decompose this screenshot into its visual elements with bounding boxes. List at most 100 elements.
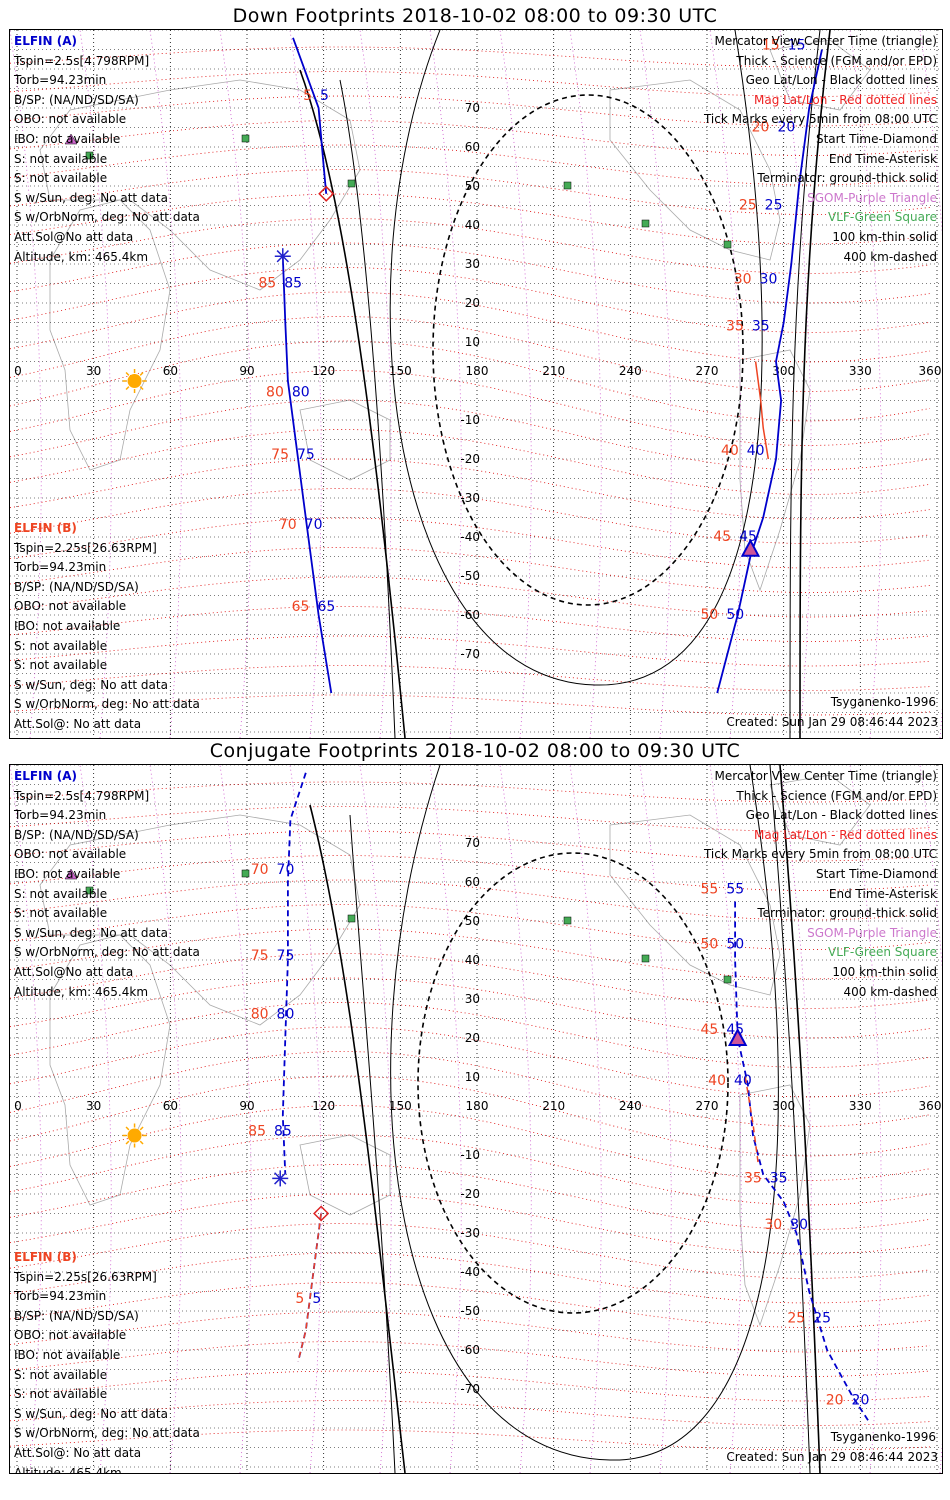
mag-lat-line <box>10 1400 931 1426</box>
coastline <box>739 349 811 592</box>
mag-lon-line <box>569 765 602 1473</box>
lon-tick-label: 300 <box>772 364 795 378</box>
lon-tick-label: 0 <box>14 364 22 378</box>
legend-entry: Tick Marks every 5min from 08:00 UTC <box>703 847 937 862</box>
elfin-a-time-label: 15 <box>788 38 806 54</box>
lon-tick-label: 60 <box>163 364 178 378</box>
mag-lat-line <box>10 517 931 569</box>
elfin-a-header: ELFIN (A) <box>14 769 77 783</box>
elfin-a-info-line: S w/OrbNorm, deg: No att data <box>14 945 200 960</box>
map-legend: Mercator View Center Time (triangle) Thic… <box>704 767 937 1002</box>
mag-lon-line <box>429 765 462 1473</box>
mag-lat-line <box>10 806 931 832</box>
elfin-a-time-label: 5 <box>312 1291 321 1307</box>
elfin-a-info-line: S w/OrbNorm, deg: No att data <box>14 210 200 225</box>
lat-tick-label: 30 <box>465 257 480 271</box>
elfin-b-info-line: S w/OrbNorm, deg: No att data <box>14 697 200 712</box>
sun-ray <box>125 1140 130 1145</box>
down-footprints-map: 0 30 60 90 120 150 180 210 240 270 300 330 360 70 60 50… <box>10 30 942 738</box>
elfin-track <box>281 256 333 694</box>
elfin-track-dashed <box>297 1213 322 1362</box>
conjugate-footprints-map: 0 30 60 90 120 150 180 210 240 270 300 330 360 70 60 50… <box>10 765 942 1473</box>
elfin-a-info-line: Tspin=2.5s[4.798RPM] <box>14 788 150 803</box>
lon-tick-label: 180 <box>466 1099 489 1113</box>
elfin-b-time-label: 30 <box>764 1217 782 1233</box>
coastline <box>769 39 871 111</box>
model-label: Tsyganenko-1996 <box>830 1430 936 1444</box>
elfin-a-time-label: 20 <box>852 1393 870 1409</box>
mag-lon-line <box>79 30 112 738</box>
elfin-b-info-line: S: not available <box>14 1387 108 1402</box>
mag-lat-line <box>10 267 931 333</box>
mag-lat-line <box>10 242 931 304</box>
mag-lat-line <box>10 71 931 97</box>
legend-entry: Start Time-Diamond <box>815 131 937 146</box>
elfin-a-info-line: Torb=94.23min <box>14 73 107 88</box>
elfin-b-info-line: Altitude: 465.4km <box>14 735 200 738</box>
sun-ray <box>125 386 130 391</box>
terminator-line-100km <box>349 814 396 1473</box>
lon-tick-label: 300 <box>772 1099 795 1113</box>
lon-tick-label: 30 <box>86 364 101 378</box>
elfin-a-time-label: 35 <box>770 1170 788 1186</box>
elfin-b-time-label: 20 <box>826 1393 844 1409</box>
oval-100km <box>390 765 779 1461</box>
elfin-b-info-line: B/SP: (NA/ND/SD/SA) <box>14 1308 139 1323</box>
lon-tick-label: 90 <box>239 1099 254 1113</box>
elfin-track <box>716 49 823 694</box>
elfin-track-dashed <box>734 901 869 1421</box>
elfin-b-info-line: IBO: not available <box>14 1347 121 1362</box>
elfin-a-time-label: 35 <box>752 318 770 334</box>
elfin-a-time-label: 25 <box>813 1311 831 1327</box>
elfin-track-dashed <box>281 772 307 1175</box>
mag-lon-line <box>709 765 742 1473</box>
mag-lon-line <box>219 30 252 738</box>
sun-ray <box>139 371 144 376</box>
center-time-triangle <box>728 1027 748 1046</box>
sgom-station-triangle <box>64 133 78 145</box>
panel-title-conjugate: Conjugate Footprints 2018-10-02 08:00 to… <box>209 740 741 762</box>
elfin-a-info-line: S: not available <box>14 151 108 166</box>
mag-lat-line <box>10 316 931 392</box>
lon-tick-label: 240 <box>619 1099 642 1113</box>
legend-entry: Mag Lat/Lon - Red dotted lines <box>753 92 937 107</box>
elfin-a-time-label: 75 <box>277 948 295 964</box>
lat-tick-label: 20 <box>465 1031 480 1045</box>
elfin-a-info-line: IBO: not available <box>14 866 121 881</box>
elfin-b-time-label: 20 <box>752 119 770 135</box>
elfin-a-time-label: 40 <box>747 443 765 459</box>
elfin-b-time-label: 75 <box>251 948 269 964</box>
elfin-a-info-line: OBO: not available <box>14 847 127 862</box>
elfin-b-time-label: 40 <box>721 443 739 459</box>
lon-tick-label: 30 <box>86 1099 101 1113</box>
elfin-b-info-line: S: not available <box>14 658 108 673</box>
elfin-a-info-line: S: not available <box>14 171 108 186</box>
vlf-station-square <box>85 151 94 160</box>
elfin-a-info-line: Altitude, km: 465.4km <box>14 249 149 264</box>
created-label: Created: Sun Jan 29 08:46:44 2023 <box>726 715 938 729</box>
legend-entry: End Time-Asterisk <box>828 151 937 166</box>
elfin-a-time-label: 80 <box>277 1007 295 1023</box>
mag-lon-line <box>499 30 532 738</box>
elfin-a-time-label: 20 <box>777 119 795 135</box>
elfin-b-info: ELFIN (B) Tspin=2.25s[26.63RPM] Torb=94.2… <box>14 519 200 738</box>
mag-lat-line <box>10 665 931 691</box>
vlf-station-square <box>241 134 250 143</box>
elfin-b-time-label: 85 <box>248 1124 266 1140</box>
lon-tick-label: 90 <box>239 364 254 378</box>
mag-lon-line <box>289 30 322 738</box>
legend-entry: Start Time-Diamond <box>815 866 937 881</box>
elfin-a-time-label: 85 <box>274 1124 292 1140</box>
elfin-a-time-label: 5 <box>320 88 329 104</box>
elfin-a-info: ELFIN (A) Tspin=2.5s[4.798RPM] Torb=94.23… <box>14 767 200 1002</box>
mag-lat-line <box>10 635 931 667</box>
elfin-b-time-label: 25 <box>739 197 757 213</box>
lat-tick-label: -70 <box>460 1382 480 1396</box>
elfin-b-time-label: 30 <box>734 272 752 288</box>
elfin-a-time-label: 25 <box>765 197 783 213</box>
mag-lon-line <box>359 30 392 738</box>
mag-lat-line <box>10 1429 931 1451</box>
mag-lat-line <box>10 977 931 1039</box>
lat-tick-label: -70 <box>460 647 480 661</box>
terminator-line-100km <box>769 765 811 1473</box>
